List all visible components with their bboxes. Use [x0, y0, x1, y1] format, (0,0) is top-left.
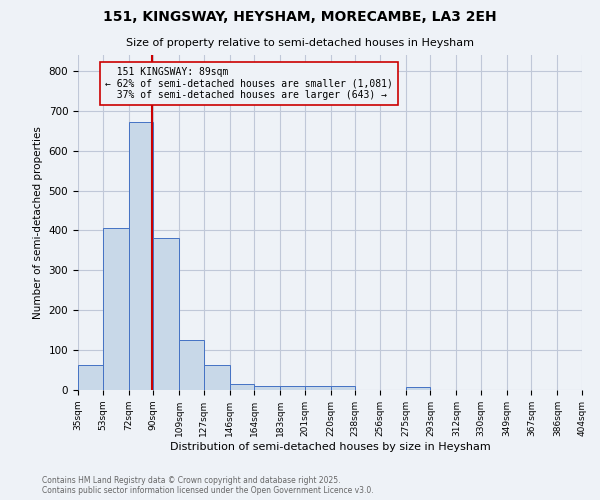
Bar	[331, 386, 355, 390]
Bar	[128, 122, 153, 390]
Y-axis label: Number of semi-detached properties: Number of semi-detached properties	[33, 126, 43, 319]
Bar	[280, 386, 305, 390]
Bar	[254, 386, 280, 390]
Bar	[78, 365, 103, 390]
Text: Size of property relative to semi-detached houses in Heysham: Size of property relative to semi-detach…	[126, 38, 474, 48]
Bar	[153, 238, 179, 390]
Bar	[305, 386, 331, 390]
Text: 151, KINGSWAY, HEYSHAM, MORECAMBE, LA3 2EH: 151, KINGSWAY, HEYSHAM, MORECAMBE, LA3 2…	[103, 10, 497, 24]
Bar	[203, 365, 230, 390]
Text: 151 KINGSWAY: 89sqm
← 62% of semi-detached houses are smaller (1,081)
  37% of s: 151 KINGSWAY: 89sqm ← 62% of semi-detach…	[106, 67, 393, 100]
Bar	[230, 384, 254, 390]
Bar	[103, 228, 128, 390]
Text: Contains HM Land Registry data © Crown copyright and database right 2025.
Contai: Contains HM Land Registry data © Crown c…	[42, 476, 374, 495]
Bar	[179, 340, 203, 390]
X-axis label: Distribution of semi-detached houses by size in Heysham: Distribution of semi-detached houses by …	[170, 442, 490, 452]
Bar	[406, 387, 430, 390]
